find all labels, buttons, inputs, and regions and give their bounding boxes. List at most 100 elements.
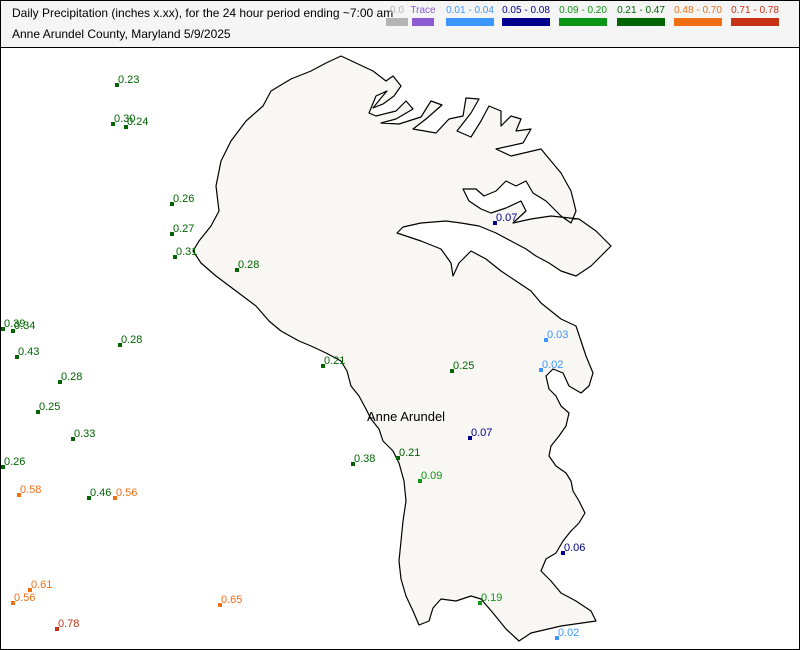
station-marker: 0.61	[28, 579, 52, 592]
station-dot	[218, 603, 222, 607]
legend-label: 0.21 - 0.47	[617, 5, 665, 16]
station-dot	[28, 588, 32, 592]
legend-item: 0.21 - 0.47	[615, 3, 667, 26]
station-value: 0.26	[4, 456, 25, 468]
station-dot	[115, 83, 119, 87]
station-value: 0.06	[564, 542, 585, 554]
station-marker: 0.27	[170, 223, 194, 236]
station-dot	[11, 329, 15, 333]
station-value: 0.09	[421, 470, 442, 482]
legend-swatch	[412, 18, 434, 26]
station-value: 0.24	[127, 116, 148, 128]
station-dot	[11, 601, 15, 605]
county-name-label: Anne Arundel	[367, 409, 445, 424]
station-marker: 0.28	[58, 371, 82, 384]
station-marker: 0.03	[544, 329, 568, 342]
station-value: 0.26	[173, 193, 194, 205]
legend-label: Trace	[410, 5, 436, 16]
station-marker: 0.25	[36, 401, 60, 414]
station-value: 0.19	[481, 592, 502, 604]
station-dot	[55, 627, 59, 631]
county-outline	[192, 55, 612, 642]
station-dot	[321, 364, 325, 368]
station-marker: 0.46	[87, 487, 111, 500]
station-value: 0.33	[74, 428, 95, 440]
station-marker: 0.78	[55, 618, 79, 631]
station-value: 0.03	[547, 329, 568, 341]
station-dot	[36, 410, 40, 414]
legend-label: 0.05 - 0.08	[502, 5, 550, 16]
station-dot	[124, 125, 128, 129]
station-dot	[396, 456, 400, 460]
station-dot	[478, 601, 482, 605]
station-dot	[1, 327, 5, 331]
station-dot	[170, 202, 174, 206]
station-marker: 0.24	[124, 116, 148, 129]
station-dot	[418, 479, 422, 483]
station-dot	[17, 493, 21, 497]
station-marker: 0.28	[235, 259, 259, 272]
station-value: 0.07	[496, 212, 517, 224]
station-marker: 0.25	[450, 360, 474, 373]
station-dot	[170, 232, 174, 236]
station-marker: 0.02	[555, 627, 579, 640]
station-value: 0.61	[31, 579, 52, 591]
station-value: 0.43	[18, 346, 39, 358]
station-value: 0.56	[116, 487, 137, 499]
legend-label: 0.71 - 0.78	[731, 5, 779, 16]
station-dot	[493, 221, 497, 225]
station-value: 0.78	[58, 618, 79, 630]
station-dot	[118, 343, 122, 347]
station-dot	[111, 122, 115, 126]
station-marker: 0.56	[113, 487, 137, 500]
legend-swatch	[731, 18, 779, 26]
station-dot	[87, 496, 91, 500]
station-marker: 0.09	[418, 470, 442, 483]
station-marker: 0.07	[468, 427, 492, 440]
legend-item: 0.09 - 0.20	[557, 3, 609, 26]
station-marker: 0.34	[11, 320, 35, 333]
station-dot	[450, 369, 454, 373]
map-subtitle: Anne Arundel County, Maryland 5/9/2025	[12, 27, 231, 41]
station-marker: 0.31	[173, 246, 197, 259]
station-dot	[15, 355, 19, 359]
station-value: 0.39	[4, 318, 25, 330]
station-dot	[544, 338, 548, 342]
station-value: 0.38	[354, 453, 375, 465]
station-value: 0.21	[324, 355, 345, 367]
legend-swatch	[446, 18, 494, 26]
station-marker: 0.21	[396, 447, 420, 460]
legend-swatch	[617, 18, 665, 26]
station-dot	[539, 368, 543, 372]
legend-swatch	[502, 18, 550, 26]
station-value: 0.28	[238, 259, 259, 271]
station-dot	[561, 551, 565, 555]
station-dot	[71, 437, 75, 441]
station-marker: 0.58	[17, 484, 41, 497]
station-dot	[468, 436, 472, 440]
legend-item: 0.0	[384, 3, 410, 26]
station-marker: 0.39	[1, 318, 25, 331]
station-value: 0.02	[542, 359, 563, 371]
legend-item: 0.71 - 0.78	[729, 3, 781, 26]
station-value: 0.31	[176, 246, 197, 258]
station-marker: 0.07	[493, 212, 517, 225]
station-marker: 0.23	[115, 74, 139, 87]
station-value: 0.46	[90, 487, 111, 499]
station-dot	[351, 462, 355, 466]
station-value: 0.02	[558, 627, 579, 639]
station-value: 0.25	[39, 401, 60, 413]
legend-item: Trace	[410, 3, 436, 26]
station-value: 0.23	[118, 74, 139, 86]
station-marker: 0.19	[478, 592, 502, 605]
station-dot	[58, 380, 62, 384]
station-value: 0.56	[14, 592, 35, 604]
station-dot	[235, 268, 239, 272]
station-marker: 0.30	[111, 113, 135, 126]
station-value: 0.21	[399, 447, 420, 459]
station-value: 0.34	[14, 320, 35, 332]
station-marker: 0.02	[539, 359, 563, 372]
legend-label: 0.01 - 0.04	[446, 5, 494, 16]
station-value: 0.07	[471, 427, 492, 439]
